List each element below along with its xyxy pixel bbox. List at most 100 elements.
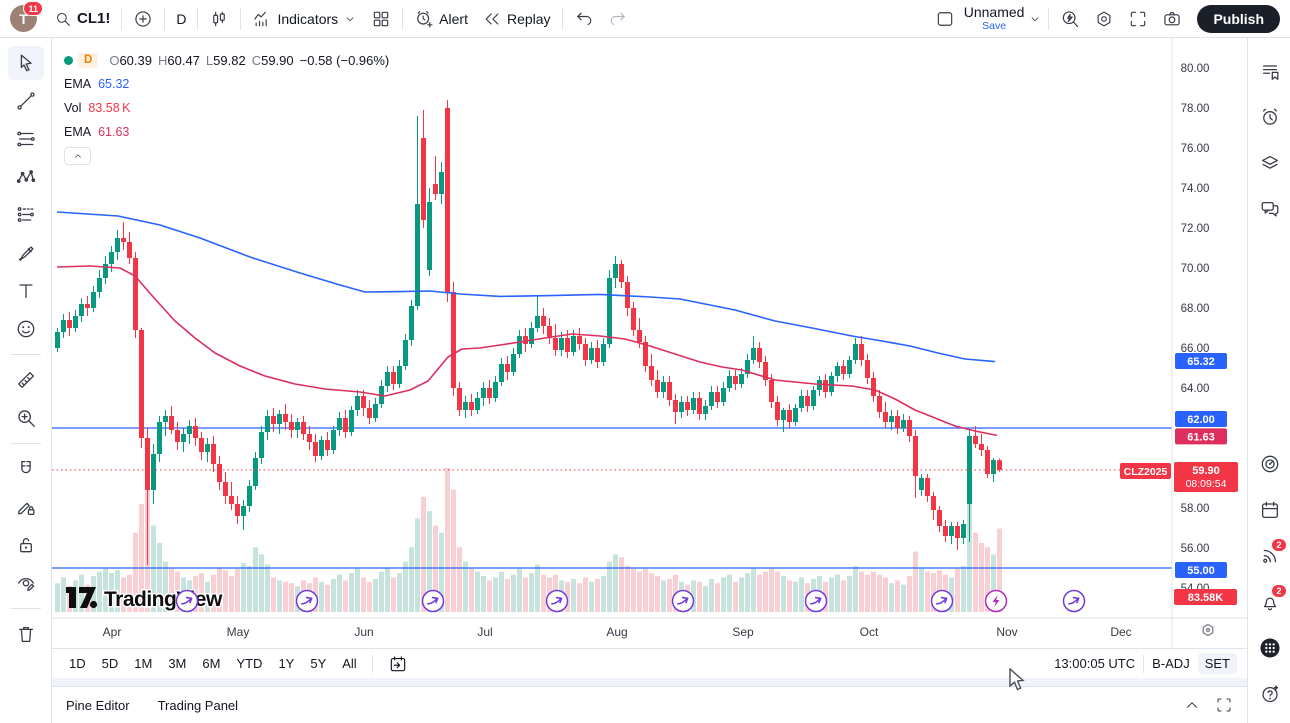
- chart-type-button[interactable]: [202, 4, 236, 34]
- range-1y[interactable]: 1Y: [271, 653, 301, 674]
- quick-search-button[interactable]: [1053, 4, 1087, 34]
- contract-rollover-marker[interactable]: [421, 589, 445, 613]
- contract-rollover-marker[interactable]: [1062, 589, 1086, 613]
- legend-main-row[interactable]: D O60.39 H60.47 L59.82 C59.90 −0.58 (−0.96%): [64, 48, 389, 72]
- tool-text[interactable]: [8, 274, 44, 308]
- undo-icon: [574, 9, 594, 29]
- tool-xabcd-pattern[interactable]: [8, 160, 44, 194]
- range-1d[interactable]: 1D: [62, 653, 93, 674]
- fullscreen-button[interactable]: [1121, 4, 1155, 34]
- tool-lock-all-drawings[interactable]: [8, 528, 44, 562]
- volume-bar: [55, 583, 60, 612]
- tab-pine-editor[interactable]: Pine Editor: [66, 697, 130, 713]
- panel-expand-chevron-up-icon[interactable]: [1183, 696, 1201, 714]
- bottom-panel: Pine Editor Trading Panel: [52, 686, 1247, 723]
- panel-maximize-icon[interactable]: [1215, 696, 1233, 714]
- undo-button[interactable]: [567, 4, 601, 34]
- settlement-toggle[interactable]: SET: [1197, 653, 1237, 674]
- marker-circle: [175, 589, 199, 613]
- sidebar-screener[interactable]: [1248, 441, 1290, 487]
- candle-body: [295, 422, 300, 430]
- tool-forecast[interactable]: [8, 198, 44, 232]
- indicators-button[interactable]: Indicators: [245, 4, 364, 34]
- volume-bar: [619, 557, 624, 612]
- sidebar-notifications[interactable]: 2: [1248, 579, 1290, 625]
- layout-name-block[interactable]: Unnamed Save: [964, 5, 1025, 32]
- volume-bar: [751, 567, 756, 612]
- tool-zoom-in[interactable]: [8, 401, 44, 435]
- tool-magnet[interactable]: [8, 452, 44, 486]
- tab-trading-panel[interactable]: Trading Panel: [157, 697, 239, 713]
- legend-row-ema-0[interactable]: EMA 65.32: [64, 72, 389, 96]
- snapshot-button[interactable]: [1155, 4, 1189, 34]
- save-link[interactable]: Save: [982, 20, 1007, 33]
- contract-rollover-marker[interactable]: [671, 589, 695, 613]
- grid-layout-templates-button[interactable]: [364, 4, 398, 34]
- back-adjust-toggle[interactable]: B-ADJ: [1152, 656, 1190, 671]
- price-tick-80: 80.00: [1181, 63, 1210, 75]
- replay-button[interactable]: Replay: [475, 4, 558, 34]
- legend-row-ema-2[interactable]: EMA 61.63: [64, 120, 389, 144]
- sidebar-all-apps[interactable]: [1248, 625, 1290, 671]
- toolbar-separator: [121, 7, 123, 30]
- settings-button[interactable]: [1087, 4, 1121, 34]
- price-tick-58: 58.00: [1181, 503, 1210, 515]
- candle-body: [631, 308, 636, 330]
- month-label-Jul: Jul: [477, 625, 492, 639]
- contract-rollover-marker[interactable]: [175, 589, 199, 613]
- volume-bar: [439, 532, 444, 612]
- sidebar-watchlist[interactable]: [1248, 48, 1290, 94]
- volume-bar: [889, 583, 894, 612]
- go-to-date-button[interactable]: [381, 651, 415, 677]
- layout-menu-caret[interactable]: [1026, 4, 1044, 34]
- layout-select-button[interactable]: [928, 4, 962, 34]
- range-5d[interactable]: 5D: [95, 653, 126, 674]
- tool-drawing-mode-lock[interactable]: [8, 490, 44, 524]
- range-6m[interactable]: 6M: [195, 653, 227, 674]
- sidebar-streams[interactable]: 2: [1248, 533, 1290, 579]
- price-chart[interactable]: TradingView 80.00 78.00 76.00 74.00 72.00 70.0…: [52, 38, 1247, 648]
- legend-collapse-button[interactable]: [64, 147, 91, 165]
- tool-cursor[interactable]: [7, 46, 44, 80]
- range-ytd[interactable]: YTD: [229, 653, 269, 674]
- contract-rollover-marker[interactable]: [295, 589, 319, 613]
- range-3m[interactable]: 3M: [161, 653, 193, 674]
- create-alert-button[interactable]: Alert: [407, 4, 475, 34]
- tool-remove-objects[interactable]: [8, 617, 44, 651]
- tool-ruler[interactable]: [8, 363, 44, 397]
- sidebar-alerts[interactable]: [1248, 94, 1290, 140]
- contract-switch-lightning-marker[interactable]: [984, 589, 1008, 613]
- interval-button[interactable]: D: [169, 4, 193, 34]
- tool-emoji[interactable]: [8, 312, 44, 346]
- volume-bar: [271, 577, 276, 612]
- trend-line-icon: [15, 90, 37, 112]
- tool-hide-all-drawings[interactable]: [8, 566, 44, 600]
- range-5y[interactable]: 5Y: [303, 653, 333, 674]
- quick-search-bolt-icon: [1060, 9, 1080, 29]
- tool-fib-retracement[interactable]: [8, 122, 44, 156]
- sidebar-chat[interactable]: [1248, 186, 1290, 232]
- contract-rollover-marker[interactable]: [545, 589, 569, 613]
- range-all[interactable]: All: [335, 653, 363, 674]
- redo-button[interactable]: [601, 4, 635, 34]
- publish-button[interactable]: Publish: [1197, 4, 1280, 33]
- help-icon: [1259, 683, 1281, 705]
- contract-rollover-marker[interactable]: [804, 589, 828, 613]
- range-1m[interactable]: 1M: [127, 653, 159, 674]
- chart-area[interactable]: TradingView 80.00 78.00 76.00 74.00 72.00 70.0…: [52, 38, 1247, 648]
- sidebar-object-tree[interactable]: [1248, 140, 1290, 186]
- tool-trend-line[interactable]: [8, 84, 44, 118]
- volume-bar: [115, 570, 120, 612]
- compare-add-symbol-button[interactable]: [126, 4, 160, 34]
- clock-utc[interactable]: 13:00:05 UTC: [1054, 656, 1136, 671]
- sidebar-economic-calendar[interactable]: [1248, 487, 1290, 533]
- legend-row-vol-1[interactable]: Vol 83.58 K: [64, 96, 389, 120]
- volume-bar: [139, 504, 144, 612]
- user-avatar[interactable]: T 11: [10, 1, 43, 32]
- symbol-search-button[interactable]: CL1!: [47, 4, 117, 34]
- fib-retracement-icon: [15, 128, 37, 150]
- price-scale-settings-gear[interactable]: [1202, 623, 1214, 637]
- contract-rollover-marker[interactable]: [930, 589, 954, 613]
- sidebar-help[interactable]: [1248, 671, 1290, 717]
- tool-brush[interactable]: [8, 236, 44, 270]
